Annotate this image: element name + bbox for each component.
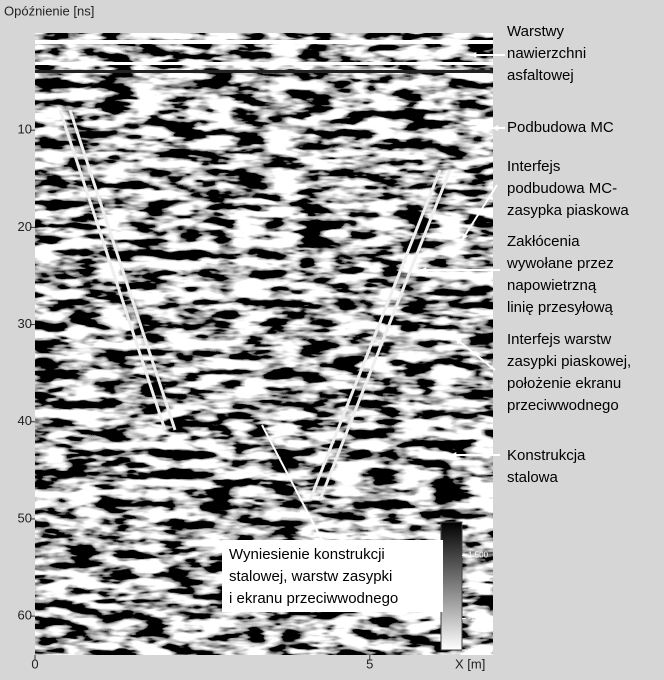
annotation-text: zasypka piaskowa: [507, 202, 629, 219]
annotation-text: stalowej, warstw zasypki: [229, 568, 392, 585]
y-tick-label: 20: [18, 219, 32, 234]
annotation-text: zasypki piaskowej,: [507, 353, 631, 370]
colorbar-tick-label: -1.50: [468, 614, 487, 623]
annotation-text: asfaltowej: [507, 67, 574, 84]
surface-band: [35, 40, 493, 44]
surface-band: [35, 62, 493, 65]
annotation-text: przeciwwodnego: [507, 397, 619, 414]
radargram-figure: Opóźnienie [ns] X [m] 10 20 30 40 50 60 0 5 3.00…: [0, 0, 664, 675]
annotation-text: Interfejs warstw: [507, 331, 611, 348]
annotation-text: położenie ekranu: [507, 375, 621, 392]
annotation-text: Podbudowa MC: [507, 119, 614, 136]
annotation-text: Zakłócenia: [507, 233, 580, 250]
annotation-text: Konstrukcja: [507, 447, 586, 464]
annotation-text: Interfejs: [507, 158, 560, 175]
surface-band: [35, 70, 493, 73]
x-tick-label: 5: [366, 656, 373, 671]
colorbar-tick-label: 1.500: [468, 551, 489, 560]
colorbar: [441, 522, 462, 650]
annotation-text: nawierzchni: [507, 45, 586, 62]
annotation-text: wywołane przez: [506, 255, 614, 272]
y-tick-label: 50: [18, 510, 32, 525]
y-tick-label: 60: [18, 608, 32, 623]
y-tick-label: 40: [18, 413, 32, 428]
y-tick-label: 10: [18, 122, 32, 137]
y-tick-label: 30: [18, 316, 32, 331]
annotation-text: napowietrzną: [507, 277, 597, 294]
annotation-text: i ekranu przeciwwodnego: [229, 590, 398, 607]
annotation-text: Warstwy: [507, 23, 564, 40]
annotation-text: Wyniesienie konstrukcji: [229, 546, 385, 563]
y-axis-label: Opóźnienie [ns]: [4, 3, 94, 18]
colorbar-tick-label: 3.000: [468, 519, 489, 528]
annotation-text: podbudowa MC-: [507, 180, 617, 197]
x-tick-label: 0: [31, 656, 38, 671]
x-axis-label: X [m]: [455, 656, 485, 671]
colorbar-tick-label: 0: [468, 582, 473, 591]
annotation-text: linię przesyłową: [507, 299, 614, 316]
annotation-text: stalowa: [507, 469, 559, 486]
colorbar-tick-label: -3.00: [468, 645, 487, 654]
